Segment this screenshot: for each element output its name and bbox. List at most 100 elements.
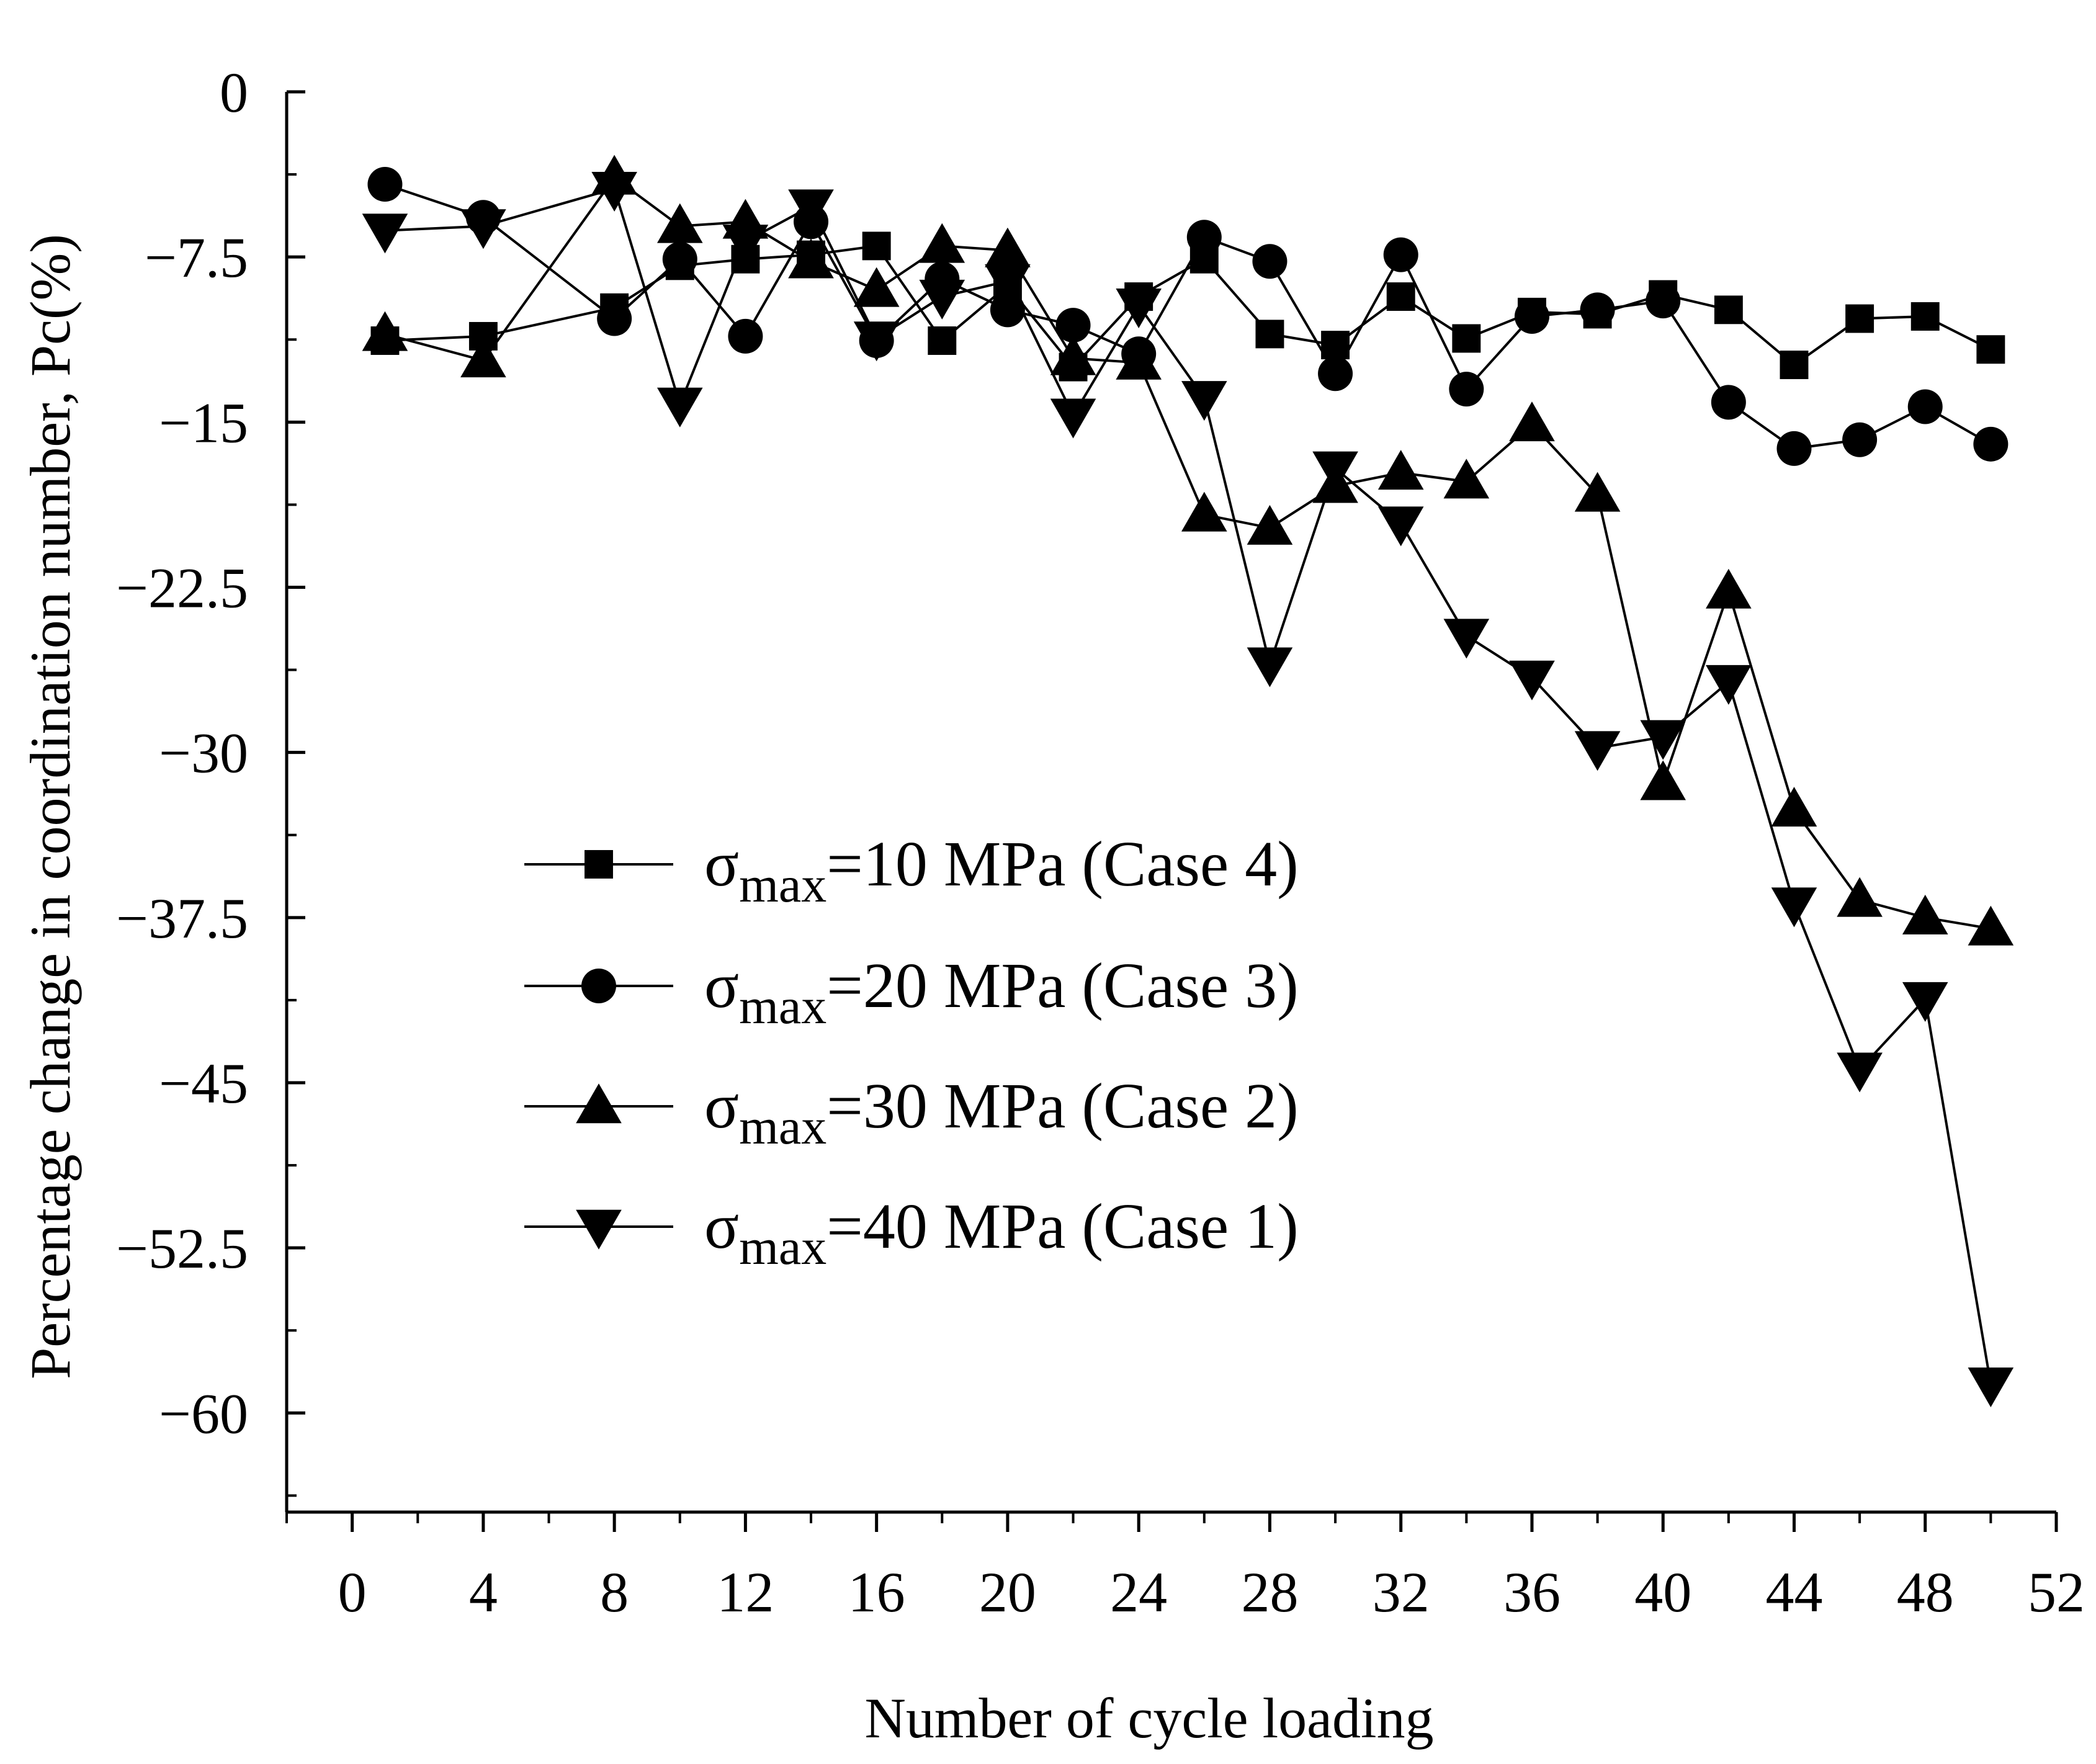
data-point-circle xyxy=(1776,431,1812,466)
data-point-circle xyxy=(1055,308,1091,343)
data-point-circle xyxy=(1646,284,1681,319)
data-point-circle xyxy=(1842,422,1878,457)
legend-label: σmax=40 MPa (Case 1) xyxy=(704,1191,1299,1275)
data-point-triangle-up xyxy=(1771,787,1817,827)
data-point-triangle-down xyxy=(1706,665,1752,705)
x-tick-label: 8 xyxy=(600,1560,629,1624)
data-point-triangle-up xyxy=(1640,760,1686,800)
legend-marker-square xyxy=(584,850,613,879)
data-point-circle xyxy=(1514,298,1549,334)
data-point-circle xyxy=(1907,389,1943,424)
data-point-circle xyxy=(728,318,763,354)
data-point-triangle-down xyxy=(1443,619,1490,659)
data-point-circle xyxy=(597,301,632,336)
data-point-triangle-down xyxy=(1247,647,1293,687)
plot-markers xyxy=(362,154,2014,1407)
data-point-square xyxy=(1910,302,1940,331)
y-tick-label: −15 xyxy=(159,391,248,454)
data-point-triangle-down xyxy=(722,225,769,265)
legend-item-1: σmax=10 MPa (Case 4) xyxy=(524,828,1299,913)
legend-label: σmax=10 MPa (Case 4) xyxy=(704,828,1299,913)
legend-item-3: σmax=30 MPa (Case 2) xyxy=(524,1070,1299,1155)
data-point-circle xyxy=(1383,237,1418,272)
data-point-triangle-up xyxy=(460,338,506,378)
legend-item-4: σmax=40 MPa (Case 1) xyxy=(524,1191,1299,1275)
y-axis-ticks: 0 −7.5 −15 −22.5 −30 −37.5 −45 −52.5 −60 xyxy=(116,61,305,1497)
data-point-triangle-up xyxy=(1902,895,1948,935)
legend-marker-triangle-down xyxy=(576,1209,622,1250)
data-point-triangle-up xyxy=(1050,335,1096,375)
data-point-triangle-up xyxy=(788,238,834,279)
x-tick-label: 28 xyxy=(1241,1560,1298,1624)
legend-item-2: σmax=20 MPa (Case 3) xyxy=(524,950,1299,1034)
y-tick-label: 0 xyxy=(220,61,248,124)
data-point-triangle-up xyxy=(1377,450,1424,490)
data-point-triangle-up xyxy=(919,223,965,263)
data-point-square xyxy=(1452,324,1481,353)
legend-label: σmax=20 MPa (Case 3) xyxy=(704,950,1299,1034)
series-line-3 xyxy=(384,176,1991,930)
data-point-circle xyxy=(1318,356,1353,392)
data-point-square xyxy=(862,231,891,261)
legend-marker-triangle-up xyxy=(576,1083,622,1124)
data-point-triangle-down xyxy=(1050,398,1096,439)
legend-label: σmax=30 MPa (Case 2) xyxy=(704,1070,1299,1155)
data-point-square xyxy=(928,326,957,355)
data-point-circle xyxy=(1580,292,1615,328)
data-point-triangle-down xyxy=(985,264,1031,304)
data-point-triangle-up xyxy=(1247,504,1293,545)
data-point-triangle-up xyxy=(1181,491,1227,532)
data-point-triangle-down xyxy=(919,279,965,320)
data-point-triangle-down xyxy=(1377,506,1424,547)
data-point-triangle-up xyxy=(1443,459,1490,499)
data-point-triangle-up xyxy=(1509,401,1555,442)
data-point-square xyxy=(1976,335,2005,364)
data-point-circle xyxy=(1252,244,1288,279)
data-point-triangle-down xyxy=(1509,660,1555,701)
data-point-triangle-up xyxy=(1574,472,1621,512)
data-point-circle xyxy=(990,292,1025,328)
x-tick-label: 16 xyxy=(848,1560,905,1624)
x-tick-label: 40 xyxy=(1634,1560,1691,1624)
data-point-triangle-down xyxy=(1640,720,1686,760)
x-tick-label: 12 xyxy=(717,1560,774,1624)
data-point-triangle-down xyxy=(460,209,506,249)
y-tick-label: −30 xyxy=(159,722,248,785)
x-axis-title: Number of cycle loading xyxy=(864,1686,1433,1750)
data-point-triangle-up xyxy=(656,203,703,243)
data-point-triangle-down xyxy=(1116,289,1162,329)
x-tick-label: 24 xyxy=(1110,1560,1167,1624)
y-tick-label: −22.5 xyxy=(116,556,248,619)
data-point-triangle-down xyxy=(1181,381,1227,421)
data-point-triangle-down xyxy=(853,321,900,362)
data-point-triangle-down xyxy=(656,387,703,428)
data-point-triangle-down xyxy=(591,171,637,212)
data-point-circle xyxy=(1186,220,1222,255)
data-point-triangle-down xyxy=(1837,1052,1883,1093)
data-point-circle xyxy=(662,241,697,277)
data-point-triangle-up xyxy=(1837,877,1883,917)
data-point-triangle-up xyxy=(362,311,408,351)
data-point-circle xyxy=(1973,426,2009,462)
data-point-triangle-up xyxy=(985,227,1031,267)
y-axis-title: Percentage change in coordination number… xyxy=(19,234,82,1379)
data-point-triangle-down xyxy=(1312,451,1358,491)
data-point-triangle-down xyxy=(1771,887,1817,928)
data-point-square xyxy=(1780,351,1809,380)
data-point-triangle-up xyxy=(1706,568,1752,609)
x-axis-ticks: 0 4 8 12 16 20 24 28 32 36 40 44 48 52 xyxy=(285,1512,2085,1624)
x-tick-label: 4 xyxy=(469,1560,498,1624)
data-point-triangle-down xyxy=(1968,1367,2014,1407)
data-point-triangle-up xyxy=(1968,905,2014,946)
y-tick-label: −45 xyxy=(159,1052,248,1115)
data-point-square xyxy=(1255,320,1284,349)
x-tick-label: 32 xyxy=(1373,1560,1430,1624)
y-tick-label: −60 xyxy=(159,1382,248,1445)
data-point-square xyxy=(1321,331,1350,360)
x-tick-label: 0 xyxy=(338,1560,367,1624)
y-tick-label: −7.5 xyxy=(145,226,248,289)
data-point-triangle-down xyxy=(1574,731,1621,771)
data-point-square xyxy=(1845,304,1874,333)
data-point-triangle-down xyxy=(1902,982,1948,1022)
